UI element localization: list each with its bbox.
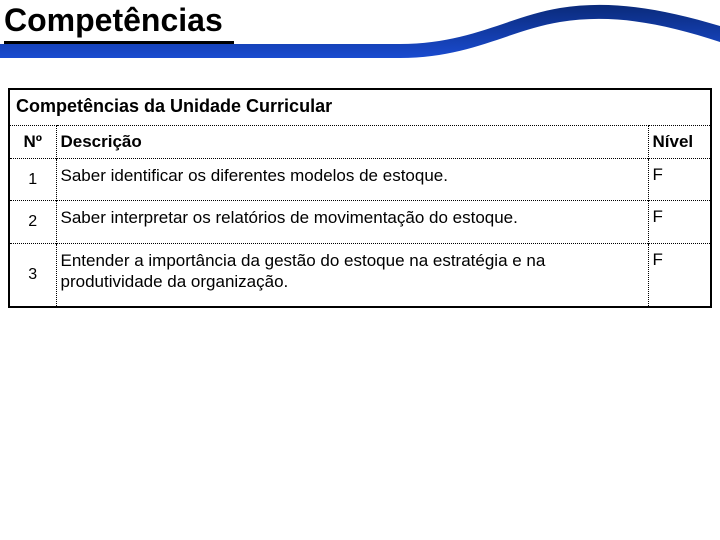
table-row: 1 Saber identificar os diferentes modelo… xyxy=(10,159,710,201)
col-header-desc: Descrição xyxy=(56,126,648,159)
cell-desc: Saber interpretar os relatórios de movim… xyxy=(56,201,648,243)
cell-nivel: F xyxy=(648,159,710,201)
col-header-num: Nº xyxy=(10,126,56,159)
competencias-table: Competências da Unidade Curricular Nº De… xyxy=(8,88,712,308)
cell-nivel: F xyxy=(648,201,710,243)
col-header-nivel: Nível xyxy=(648,126,710,159)
table: Nº Descrição Nível 1 Saber identificar o… xyxy=(10,125,710,306)
cell-desc: Entender a importância da gestão do esto… xyxy=(56,243,648,306)
table-row: 2 Saber interpretar os relatórios de mov… xyxy=(10,201,710,243)
table-caption: Competências da Unidade Curricular xyxy=(10,90,710,125)
cell-num: 3 xyxy=(10,243,56,306)
cell-num: 1 xyxy=(10,159,56,201)
cell-nivel: F xyxy=(648,243,710,306)
cell-desc: Saber identificar os diferentes modelos … xyxy=(56,159,648,201)
page-title: Competências xyxy=(4,2,234,44)
table-header-row: Nº Descrição Nível xyxy=(10,126,710,159)
table-row: 3 Entender a importância da gestão do es… xyxy=(10,243,710,306)
cell-num: 2 xyxy=(10,201,56,243)
